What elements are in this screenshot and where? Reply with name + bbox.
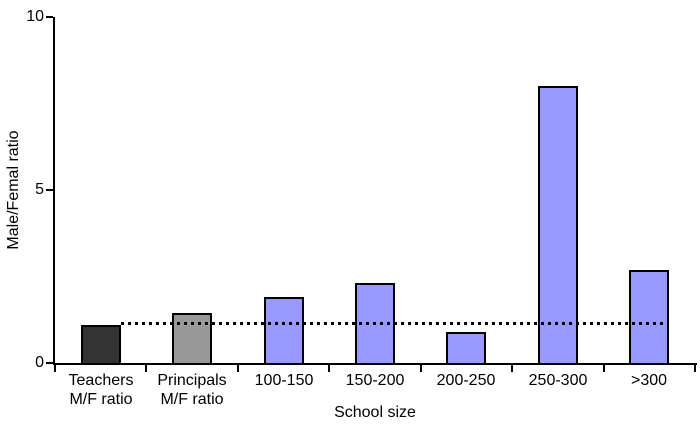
x-tick-label-line: 200-250 [436,372,496,389]
x-tick-mark [54,365,56,372]
y-tick-label: 5 [35,181,44,198]
x-tick-label: Teachers M/F ratio [45,371,157,409]
x-tick-label: 200-250 [410,371,522,390]
x-tick-label: 150-200 [319,371,431,390]
x-tick-label-line: 100-150 [254,372,314,389]
x-tick-mark [694,365,696,372]
bar [538,86,578,363]
x-axis-title: School size [334,404,416,421]
y-tick-mark [46,16,53,18]
x-tick-label-line: 150-200 [345,372,405,389]
x-tick-label-line: M/F ratio [160,391,224,408]
bar [264,297,304,363]
x-tick-mark [511,365,513,372]
x-tick-label-line: Principals [157,372,227,389]
bar [81,325,121,363]
x-tick-label: 100-150 [228,371,340,390]
x-tick-label-line: Teachers [68,372,134,389]
x-tick-mark [145,365,147,372]
x-tick-mark [328,365,330,372]
bar [446,332,486,363]
bar [629,270,669,363]
y-tick-label: 10 [26,8,44,25]
y-tick-mark [46,362,53,364]
y-axis-line [53,17,55,365]
y-tick-mark [46,189,53,191]
x-tick-mark [603,365,605,372]
x-tick-mark [237,365,239,372]
x-tick-label: >300 [593,371,700,390]
x-tick-label-line: M/F ratio [69,391,133,408]
plot-area: 0 5 10 Teachers M/F ratio Principals M/F ratio… [26,8,697,408]
bar [172,313,212,363]
x-axis-line [53,363,697,365]
reference-trend-line [121,322,668,325]
x-tick-label: 250-300 [502,371,614,390]
x-tick-label: Principals M/F ratio [136,371,248,409]
y-tick-label: 0 [35,354,44,371]
x-tick-mark [420,365,422,372]
x-tick-label-line: >300 [630,372,668,389]
x-tick-label-line: 250-300 [528,372,588,389]
